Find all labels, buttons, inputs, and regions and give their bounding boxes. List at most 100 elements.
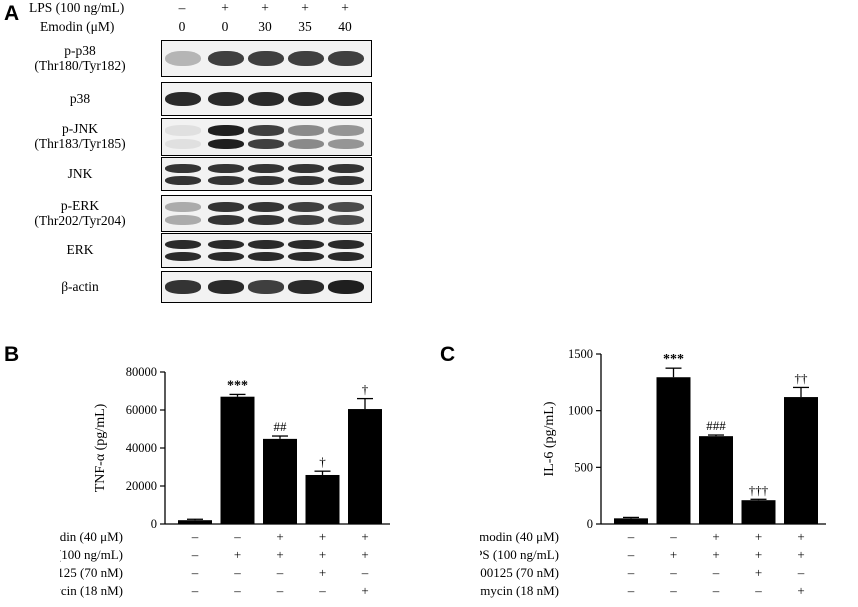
blot-band xyxy=(328,202,364,213)
blot-band xyxy=(165,280,201,294)
treatment-value: – xyxy=(669,529,677,544)
blot-band xyxy=(248,163,284,173)
blot-band xyxy=(288,50,324,67)
blot-band xyxy=(208,125,244,136)
y-tick-label: 500 xyxy=(574,460,593,474)
treatment-value: – xyxy=(233,529,241,544)
blot-band xyxy=(165,252,201,262)
blot-strip xyxy=(161,195,372,232)
treatment-label: SP600125 (70 nM) xyxy=(480,565,559,580)
treatment-value: + xyxy=(670,547,677,562)
blot-band xyxy=(208,215,244,226)
treatment-label: SP600125 (70 nM) xyxy=(60,565,123,580)
treatment-value: – xyxy=(233,565,241,580)
blot-header-value: 35 xyxy=(298,19,312,34)
bar xyxy=(305,474,340,524)
treatment-value: – xyxy=(797,565,805,580)
panel-c-letter: C xyxy=(440,343,456,366)
treatment-value: + xyxy=(755,547,762,562)
blot-row-label-line: (Thr183/Tyr185) xyxy=(34,136,126,151)
treatment-value: – xyxy=(318,583,326,598)
blot-strip xyxy=(161,233,372,268)
blot-band xyxy=(208,280,244,294)
blot-row-label-line: p-p38 xyxy=(64,42,96,58)
treatment-value: + xyxy=(276,529,283,544)
blot-band xyxy=(248,280,284,294)
treatment-value: – xyxy=(712,583,720,598)
blot-band xyxy=(248,239,284,250)
blot-row-label-line: (Thr180/Tyr182) xyxy=(34,57,126,73)
blot-header-value: 0 xyxy=(178,19,186,34)
treatment-label: Anisomycin (18 nM) xyxy=(60,583,123,598)
tnf-alpha-chart: 0 20000 40000 60000 80000 TNF-α (pg/mL) *** ## †… xyxy=(60,365,390,598)
treatment-value: – xyxy=(627,583,635,598)
blot-band xyxy=(328,239,364,250)
treatment-value: – xyxy=(191,547,199,562)
blot-strip xyxy=(161,157,372,191)
treatment-value: + xyxy=(797,583,804,598)
blot-band xyxy=(248,50,284,67)
blot-row-label: β-actin xyxy=(10,279,150,294)
treatment-value: + xyxy=(755,565,762,580)
blot-band xyxy=(165,138,201,149)
y-tick-label: 60000 xyxy=(126,403,157,417)
blot-strip xyxy=(161,40,372,77)
treatment-value: – xyxy=(191,583,199,598)
blot-band xyxy=(165,163,201,173)
y-tick-label: 80000 xyxy=(126,365,157,379)
blot-header-value: 30 xyxy=(258,19,272,34)
blot-band xyxy=(288,125,324,136)
blot-header-value: 40 xyxy=(338,19,352,34)
treatment-value: – xyxy=(669,583,677,598)
blot-row-label: p-JNK (Thr183/Tyr185) xyxy=(10,121,150,151)
blot-band xyxy=(165,215,201,226)
blot-band xyxy=(328,91,364,107)
blot-band xyxy=(248,125,284,136)
significance-label: ††† xyxy=(749,482,769,497)
panel-b-letter: B xyxy=(4,343,20,366)
y-tick-label: 1500 xyxy=(568,347,593,361)
treatment-value: – xyxy=(669,565,677,580)
blot-band xyxy=(248,252,284,262)
treatment-label: LPS (100 ng/mL) xyxy=(480,547,559,562)
significance-label: †† xyxy=(795,370,809,385)
y-axis-label: TNF-α (pg/mL) xyxy=(93,403,108,492)
blot-band xyxy=(208,138,244,149)
blot-band xyxy=(288,163,324,173)
treatment-value: – xyxy=(276,565,284,580)
treatment-label: Emodin (40 μM) xyxy=(60,529,123,544)
blot-row-label-line: ERK xyxy=(66,242,94,257)
bar xyxy=(741,500,776,524)
significance-label: † xyxy=(319,454,326,469)
y-tick-label: 20000 xyxy=(126,479,157,493)
treatment-value: – xyxy=(627,529,635,544)
significance-label: *** xyxy=(227,378,248,393)
bar xyxy=(784,397,818,524)
bar xyxy=(178,520,212,524)
blot-strip xyxy=(161,118,372,156)
treatment-value: – xyxy=(361,565,369,580)
blot-row-label-line: p38 xyxy=(69,90,91,106)
treatment-value: + xyxy=(712,547,719,562)
treatment-value: + xyxy=(319,547,326,562)
significance-label: *** xyxy=(663,352,684,367)
blot-strip xyxy=(161,82,372,116)
blot-row-label-line: p-JNK xyxy=(62,121,98,136)
treatment-value: + xyxy=(797,529,804,544)
blot-header-value: 0 xyxy=(221,19,229,34)
blot-band xyxy=(328,138,364,149)
blot-band xyxy=(208,91,244,107)
blot-band xyxy=(328,125,364,136)
blot-band xyxy=(165,91,201,107)
blot-row-label: p-p38 (Thr180/Tyr182) xyxy=(10,43,150,73)
blot-band xyxy=(208,175,244,185)
treatment-label: Emodin (40 μM) xyxy=(480,529,559,544)
blot-row-label: p-ERK (Thr202/Tyr204) xyxy=(10,198,150,228)
blot-band xyxy=(165,125,201,136)
treatment-value: – xyxy=(627,547,635,562)
y-tick-label: 0 xyxy=(587,517,593,531)
blot-header-value: + xyxy=(341,0,349,15)
blot-band xyxy=(208,252,244,262)
bar xyxy=(656,377,691,524)
blot-header-value: + xyxy=(261,0,269,15)
